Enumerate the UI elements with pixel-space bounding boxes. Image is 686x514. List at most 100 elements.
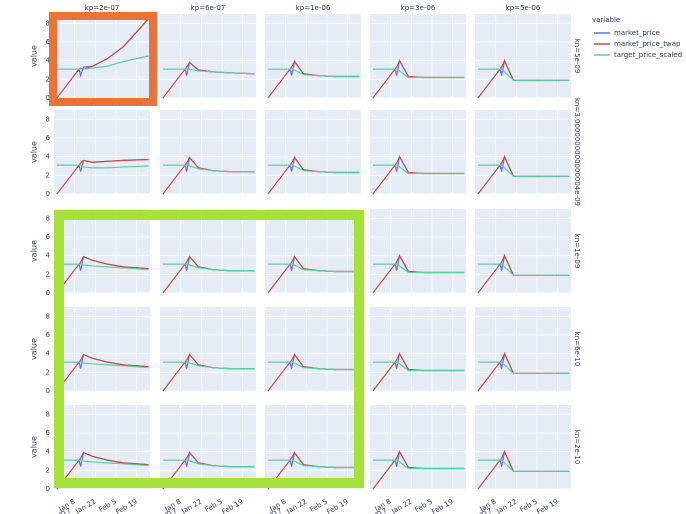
panel-background (265, 110, 361, 194)
y-tick-label: 0 (46, 387, 50, 395)
x-year-label: 2017 (53, 507, 72, 514)
y-tick-label: 8 (46, 115, 50, 123)
panel-background (370, 209, 466, 293)
panel-background (475, 14, 571, 98)
series-line (162, 361, 255, 370)
series-line (56, 263, 149, 271)
column-label: kp=1e-06 (296, 4, 331, 12)
series-line (372, 68, 465, 79)
y-tick-label: 4 (46, 448, 51, 456)
series-line (372, 361, 465, 372)
panel-background (265, 307, 361, 391)
x-tick-label: Jan 22 (179, 498, 203, 514)
panel-background (160, 14, 256, 98)
series-line (372, 459, 465, 470)
legend-label: market_price (614, 29, 660, 37)
panel-background (160, 405, 256, 489)
panel-background (370, 110, 466, 194)
row-label: kn=2e-10 (573, 430, 581, 465)
y-tick-label: 4 (46, 350, 51, 358)
series-line (56, 55, 149, 70)
y-tick-label: 6 (46, 331, 51, 339)
series-line (162, 68, 255, 75)
x-tick-label: Jan 22 (494, 498, 518, 514)
panel-background (160, 307, 256, 391)
row-label: kn=5e-09 (573, 39, 581, 74)
row-label: kn=1e-09 (573, 234, 581, 269)
y-tick-label: 8 (46, 410, 50, 418)
panel-background (475, 405, 571, 489)
y-tick-label: 2 (46, 270, 50, 278)
y-axis-label: value (30, 338, 39, 360)
series-line (162, 459, 255, 468)
y-axis-label: value (30, 240, 39, 262)
x-tick-label: Jan 22 (389, 498, 413, 514)
y-tick-label: 2 (46, 466, 50, 474)
x-tick-label: Feb 19 (430, 498, 454, 514)
legend-label: target_price_scaled (614, 51, 682, 59)
column-label: kp=6e-07 (191, 4, 226, 12)
series-line (267, 361, 360, 371)
column-label: kp=5e-06 (506, 4, 541, 12)
x-tick-label: Feb 19 (220, 498, 244, 514)
series-line (162, 164, 255, 173)
x-tick-label: Jan 22 (284, 498, 308, 514)
x-tick-label: Feb 19 (325, 498, 349, 514)
series-line (267, 68, 360, 78)
series-line (267, 263, 360, 273)
y-tick-label: 6 (46, 134, 51, 142)
panel-background (265, 209, 361, 293)
panel-background (54, 209, 150, 293)
panel-background (54, 14, 150, 98)
highlight-box (54, 210, 364, 488)
panel-background (475, 110, 571, 194)
series-line (267, 459, 360, 469)
series-line (477, 68, 570, 81)
y-tick-label: 4 (46, 153, 51, 161)
series-line (56, 361, 149, 369)
row-label: kn=3.0000000000000004e-09 (573, 98, 581, 206)
y-tick-label: 2 (46, 75, 50, 83)
panel-background (54, 307, 150, 391)
panel-background (265, 14, 361, 98)
x-year-label: 2017 (159, 507, 178, 514)
column-label: kp=3e-06 (401, 4, 436, 12)
y-tick-label: 8 (46, 214, 50, 222)
highlight-box (49, 12, 157, 106)
y-tick-label: 6 (46, 233, 51, 241)
y-axis-label: value (30, 436, 39, 458)
panel-background (160, 209, 256, 293)
panel-background (160, 110, 256, 194)
y-tick-label: 4 (46, 252, 51, 260)
plot-area: kp=2e-07 kp=6e-07 kp=1e-06 kp=3e-06 kp=5e-06… (30, 4, 582, 514)
series-line (162, 263, 255, 272)
series-line (477, 459, 570, 472)
x-year-label: 2017 (369, 507, 388, 514)
y-axis-label: value (30, 45, 39, 67)
y-axis-label: value (30, 141, 39, 163)
panel-background (265, 405, 361, 489)
y-tick-label: 8 (46, 19, 50, 27)
series-line (56, 164, 149, 169)
series-line (372, 164, 465, 175)
y-tick-label: 2 (46, 368, 50, 376)
panel-background (370, 405, 466, 489)
series-line (56, 459, 149, 467)
y-tick-label: 2 (46, 171, 50, 179)
y-tick-label: 6 (46, 429, 51, 437)
series-line (477, 263, 570, 276)
panel-background (370, 307, 466, 391)
column-label: kp=2e-07 (85, 4, 120, 12)
panel-background (370, 14, 466, 98)
y-tick-label: 0 (46, 289, 50, 297)
series-line (267, 164, 360, 174)
series-line (372, 263, 465, 274)
panel-background (54, 405, 150, 489)
panel-background (475, 209, 571, 293)
y-tick-label: 0 (46, 94, 50, 102)
y-tick-label: 4 (46, 57, 51, 65)
x-tick-label: Feb 19 (114, 498, 138, 514)
series-line (477, 164, 570, 177)
x-year-label: 2017 (474, 507, 493, 514)
